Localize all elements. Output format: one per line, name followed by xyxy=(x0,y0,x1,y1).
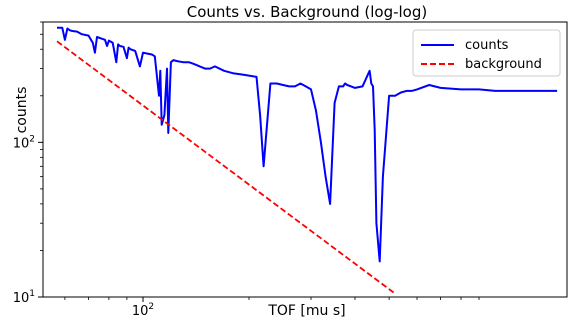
ticks-layer: 102 101 102 xyxy=(13,21,480,319)
plot-area xyxy=(42,21,568,298)
y-axis-label: counts xyxy=(14,87,30,134)
chart-title: Counts vs. Background (log-log) xyxy=(187,3,427,21)
x-tick-label: 102 xyxy=(132,302,154,319)
series-line-counts xyxy=(57,26,558,263)
series-line-background xyxy=(56,40,395,294)
y-tick-label: 101 xyxy=(13,289,35,306)
x-axis-label: TOF [mu s] xyxy=(267,303,345,319)
y-tick-label: 102 xyxy=(13,134,35,151)
legend-background-label: background xyxy=(465,57,542,72)
series-layer xyxy=(56,26,558,294)
legend: counts background xyxy=(412,29,561,77)
axes-frame xyxy=(42,21,568,298)
legend-counts-label: counts xyxy=(465,38,509,53)
